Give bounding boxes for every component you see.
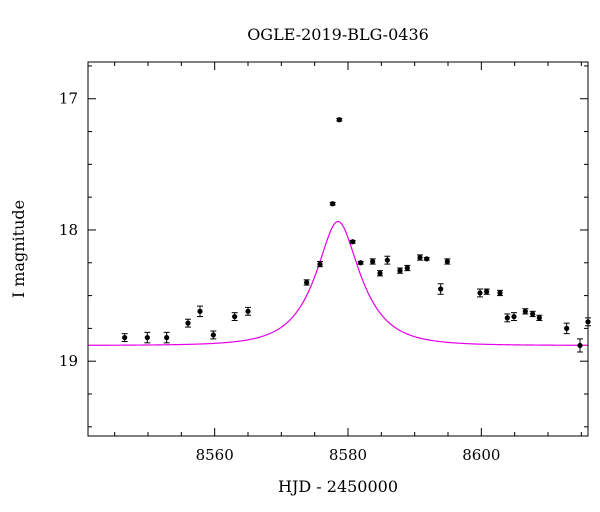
- data-point: [197, 308, 203, 314]
- x-tick-label: 8600: [462, 446, 500, 464]
- data-point: [122, 334, 128, 341]
- x-tick-label: 8560: [196, 446, 234, 464]
- chart-title: OGLE-2019-BLG-0436: [247, 25, 429, 44]
- data-point: [245, 308, 251, 314]
- data-point: [511, 313, 517, 320]
- x-tick-label: 8580: [329, 446, 367, 464]
- plot-area: [87, 62, 591, 436]
- data-point: [564, 325, 570, 331]
- plot-frame: [87, 61, 589, 437]
- data-point: [350, 239, 356, 245]
- data-point: [185, 320, 191, 326]
- data-point: [317, 261, 323, 267]
- data-point: [444, 258, 450, 265]
- data-point: [384, 257, 390, 263]
- data-point: [377, 270, 383, 276]
- data-point: [210, 332, 216, 338]
- y-tick-label: 19: [59, 352, 78, 370]
- y-tick-label: 18: [59, 221, 78, 239]
- model-curve: [87, 220, 589, 346]
- data-point: [164, 334, 170, 341]
- data-point: [536, 315, 542, 321]
- x-axis-label: HJD - 2450000: [278, 477, 398, 496]
- data-point: [358, 260, 364, 266]
- data-point: [477, 290, 483, 296]
- data-point: [417, 254, 423, 261]
- data-point: [304, 279, 310, 286]
- data-point: [497, 290, 503, 296]
- data-point: [504, 315, 510, 321]
- y-axis-label: I magnitude: [9, 200, 28, 298]
- data-point: [404, 265, 410, 271]
- data-point: [530, 311, 536, 317]
- data-point: [336, 117, 342, 123]
- data-point: [577, 342, 583, 349]
- y-tick-label: 17: [59, 90, 78, 108]
- data-point: [397, 268, 403, 274]
- data-point: [484, 289, 490, 295]
- data-point: [232, 313, 238, 320]
- data-point: [424, 256, 430, 262]
- data-point: [438, 286, 444, 292]
- data-point: [144, 334, 150, 341]
- data-point: [370, 258, 376, 265]
- data-point: [330, 201, 336, 207]
- data-point: [522, 308, 528, 314]
